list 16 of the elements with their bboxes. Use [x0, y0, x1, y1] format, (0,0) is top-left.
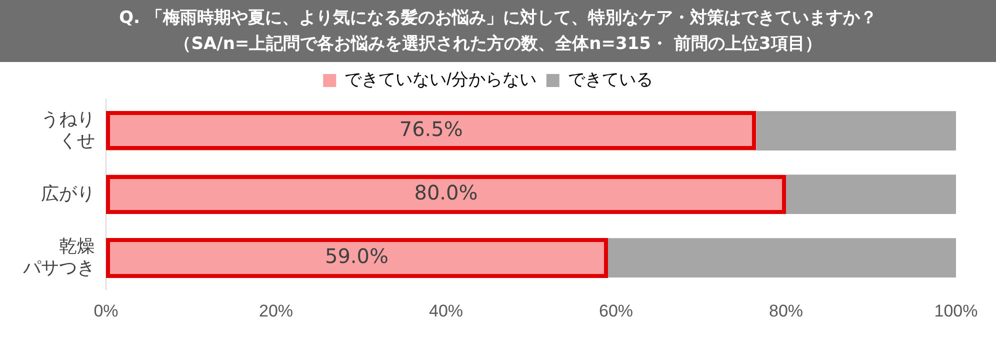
legend-label: できている	[568, 70, 653, 90]
chart-subtitle: （SA/n=上記問で各お悩みを選択された方の数、全体n=315・ 前問の上位3項目）	[173, 33, 823, 56]
y-tick-label: 広がり	[41, 183, 95, 204]
data-label: 76.5%	[399, 116, 463, 141]
data-label: 80.0%	[414, 180, 478, 205]
x-tick-label: 100%	[934, 301, 978, 320]
y-tick-label: 乾燥パサつき	[22, 236, 95, 278]
x-tick-label: 80%	[768, 301, 804, 320]
chart-title: Q. 「梅雨時期や夏に、より気になる髪のお悩み」に対して、特別なケア・対策はできていますか？	[118, 7, 878, 30]
legend-label: できていない/分からない	[344, 70, 536, 90]
y-tick-label: うねりくせ	[41, 108, 95, 151]
x-tick-label: 20%	[258, 301, 294, 320]
x-tick-label: 0%	[94, 301, 118, 320]
data-label: 59.0%	[324, 244, 389, 268]
x-tick-label: 60%	[598, 301, 634, 320]
x-tick-label: 40%	[428, 301, 464, 320]
